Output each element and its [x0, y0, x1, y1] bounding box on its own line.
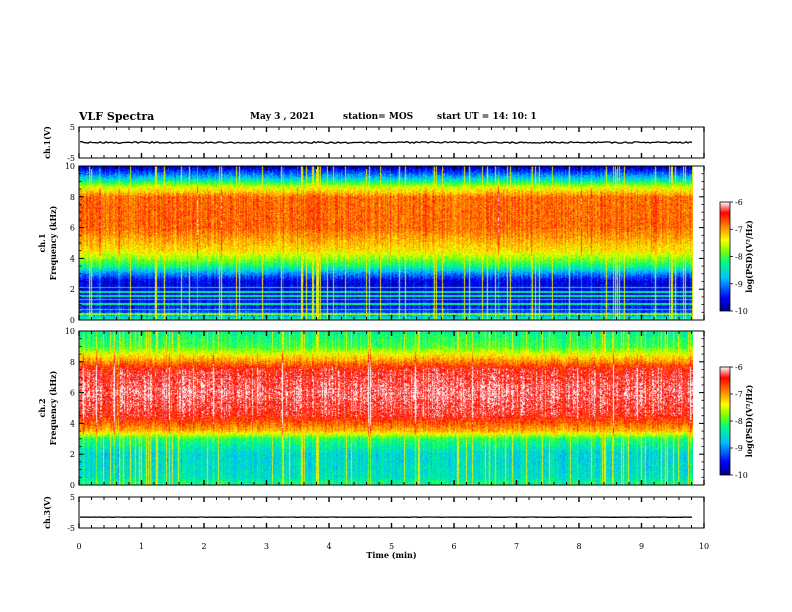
xtick-1: 1	[139, 542, 144, 551]
ch2-spectrogram-cbtick-3: -9	[735, 444, 743, 453]
ch1-spectrogram-cbtick-4: -10	[735, 307, 748, 316]
xtick-2: 2	[201, 542, 206, 551]
ch3-waveform-ylabel-0: ch.3(V)	[42, 496, 52, 529]
xtick-3: 3	[264, 542, 269, 551]
ch1-spectrogram-ylabel-0: ch.1	[37, 233, 47, 252]
figure-title: VLF Spectra	[79, 110, 155, 123]
ch1-spectrogram-ytick-5: 10	[65, 162, 75, 171]
ch1-spectrogram-ytick-2: 4	[70, 254, 75, 263]
ch1-waveform-ytick-0: 5	[70, 123, 75, 132]
ch2-spectrogram-ytick-1: 2	[70, 450, 75, 459]
ch2-spectrogram-cbtick-0: -6	[735, 363, 743, 372]
ch1-spectrogram-ytick-3: 6	[70, 224, 75, 233]
date-label: May 3 , 2021	[250, 112, 315, 122]
xtick-8: 8	[576, 542, 581, 551]
xtick-9: 9	[639, 542, 644, 551]
ch1-spectrogram-colorbar-label: log(PSD)(V²/Hz)	[744, 220, 754, 293]
ch2-spectrogram-cbtick-4: -10	[735, 471, 748, 480]
ch1-spectrogram-cbtick-2: -8	[735, 253, 743, 262]
ch2-spectrogram-ytick-0: 0	[70, 481, 75, 490]
ch2-spectrogram-image	[79, 331, 693, 485]
ch1-spectrogram-cbtick-0: -6	[735, 198, 743, 207]
ch1-spectrogram-ytick-1: 2	[70, 285, 75, 294]
ch1-spectrogram-ytick-0: 0	[70, 316, 75, 325]
ch3-waveform-ytick-1: -5	[67, 524, 75, 533]
xtick-5: 5	[389, 542, 394, 551]
ch1-spectrogram-ylabel-1: Frequency (kHz)	[48, 205, 58, 280]
ch1-spectrogram-ytick-4: 8	[70, 193, 75, 202]
ch1-spectrogram-cbtick-1: -7	[735, 225, 743, 234]
start-time-label: start UT = 14: 10: 1	[437, 112, 537, 122]
ch1-waveform-ytick-1: -5	[67, 154, 75, 163]
ch1-spectrogram-cbtick-3: -9	[735, 280, 743, 289]
station-label: station= MOS	[343, 112, 414, 122]
x-axis-label: Time (min)	[366, 550, 416, 560]
xtick-0: 0	[76, 542, 81, 551]
ch2-spectrogram-ylabel-1: Frequency (kHz)	[48, 370, 58, 445]
xtick-4: 4	[326, 542, 331, 551]
ch1-spectrogram-image	[79, 166, 693, 320]
ch2-spectrogram-ytick-5: 10	[65, 327, 75, 336]
ch1-spectrogram-colorbar	[719, 201, 731, 312]
ch2-spectrogram-ylabel-0: ch.2	[37, 398, 47, 417]
ch2-spectrogram-ytick-4: 8	[70, 358, 75, 367]
ch3-waveform-ytick-0: 5	[70, 493, 75, 502]
xtick-10: 10	[699, 542, 709, 551]
ch2-spectrogram-cbtick-1: -7	[735, 390, 743, 399]
ch1-waveform-ylabel-0: ch.1(V)	[42, 126, 52, 159]
xtick-6: 6	[451, 542, 456, 551]
ch1-waveform-trace	[80, 140, 693, 145]
ch2-spectrogram-colorbar	[719, 366, 731, 476]
ch2-spectrogram-ytick-2: 4	[70, 419, 75, 428]
ch2-spectrogram-ytick-3: 6	[70, 389, 75, 398]
ch2-spectrogram-colorbar-label: log(PSD)(V²/Hz)	[744, 385, 754, 458]
xtick-7: 7	[514, 542, 519, 551]
ch2-spectrogram-cbtick-2: -8	[735, 417, 743, 426]
